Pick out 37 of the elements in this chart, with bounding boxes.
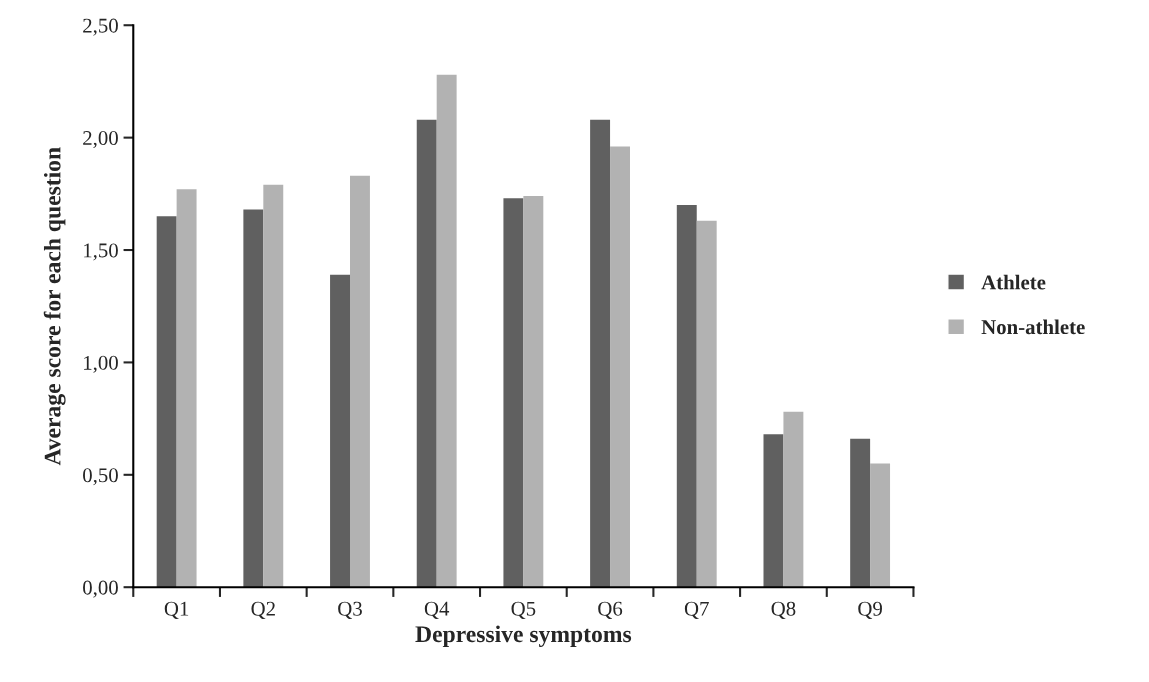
bar <box>763 434 784 588</box>
bar <box>523 196 544 588</box>
bar <box>350 175 370 588</box>
x-axis-title: Depressive symptoms <box>415 625 632 648</box>
bar <box>263 184 284 588</box>
y-tick-label: 0,50 <box>83 468 118 486</box>
bar <box>850 438 871 588</box>
y-tick-label: 0,00 <box>83 580 118 598</box>
bar <box>676 205 697 588</box>
bar <box>783 411 804 588</box>
bar <box>176 189 197 588</box>
bar <box>156 216 177 588</box>
x-tick-label: Q2 <box>251 601 275 619</box>
y-axis-title: Average score for each question <box>43 147 66 466</box>
x-tick-label: Q6 <box>598 601 623 619</box>
x-tick-label: Q1 <box>164 601 189 619</box>
bar <box>610 146 630 588</box>
bar <box>870 463 891 588</box>
x-tick-label: Q3 <box>338 601 362 619</box>
x-tick-label: Q8 <box>771 601 796 619</box>
x-tick-label: Q4 <box>424 601 450 619</box>
bar <box>696 220 717 588</box>
legend-label: Athlete <box>981 274 1046 290</box>
y-tick-label: 2,50 <box>83 18 118 36</box>
bar <box>330 274 350 588</box>
legend-label: Non-athlete <box>981 319 1085 335</box>
x-tick-label: Q7 <box>684 601 709 619</box>
x-tick-label: Q5 <box>511 601 536 619</box>
bar <box>436 74 457 588</box>
x-tick-label: Q9 <box>858 601 882 619</box>
bar <box>243 209 264 588</box>
bar <box>416 119 437 588</box>
bar <box>503 198 524 588</box>
bar <box>590 119 611 588</box>
y-tick-label: 2,00 <box>83 131 118 149</box>
y-tick-label: 1,50 <box>84 243 118 261</box>
y-tick-label: 1,00 <box>84 355 118 373</box>
